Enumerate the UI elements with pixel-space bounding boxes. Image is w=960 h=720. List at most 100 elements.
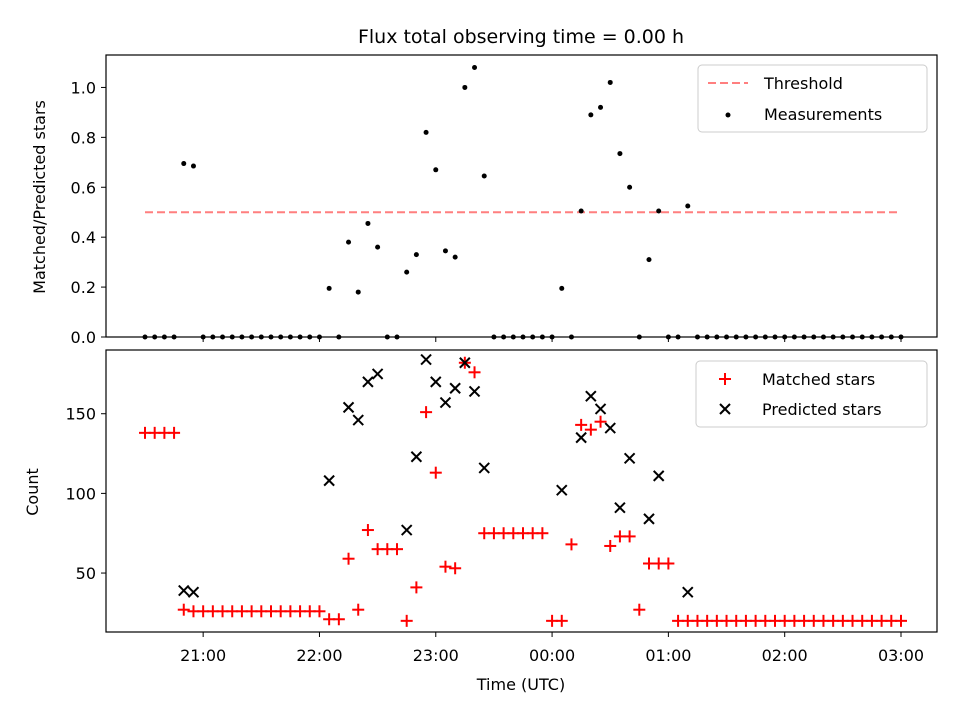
legend-predicted-swatch bbox=[719, 403, 731, 415]
x-tick-label: 23:00 bbox=[413, 646, 459, 665]
matched-star-point bbox=[449, 562, 462, 575]
top-y-tick-label: 0.4 bbox=[71, 228, 96, 247]
measurement-point bbox=[656, 208, 662, 214]
matched-star-point bbox=[633, 603, 646, 616]
predicted-star-point bbox=[594, 403, 607, 415]
measurement-point bbox=[433, 167, 439, 173]
x-axis-label: Time (UTC) bbox=[476, 675, 565, 694]
matched-star-point bbox=[177, 603, 190, 616]
measurement-point bbox=[190, 163, 196, 169]
matched-star-point bbox=[168, 426, 181, 439]
matched-star-point bbox=[439, 560, 452, 573]
predicted-star-point bbox=[682, 586, 694, 598]
legend-measurements-label: Measurements bbox=[764, 105, 882, 124]
measurement-point bbox=[423, 129, 429, 135]
measurement-point bbox=[627, 184, 633, 190]
predicted-star-point bbox=[478, 462, 490, 474]
matched-star-point bbox=[594, 415, 607, 428]
top-y-tick-label: 0.8 bbox=[71, 128, 96, 147]
measurement-point bbox=[442, 248, 448, 254]
measurement-point bbox=[559, 285, 565, 291]
matched-star-point bbox=[361, 524, 374, 537]
top-legend: Threshold Measurements bbox=[697, 64, 928, 133]
matched-star-point bbox=[420, 406, 433, 419]
predicted-star-point bbox=[614, 502, 626, 514]
measurement-point bbox=[588, 112, 594, 118]
x-tick-label: 22:00 bbox=[296, 646, 342, 665]
predicted-star-point bbox=[604, 422, 616, 434]
matched-star-point bbox=[895, 614, 907, 627]
predicted-star-point bbox=[652, 470, 665, 482]
matched-star-point bbox=[313, 605, 326, 618]
matched-star-point bbox=[584, 423, 597, 436]
top-y-tick-label: 0.6 bbox=[71, 178, 96, 197]
matched-star-point bbox=[662, 557, 675, 570]
predicted-star-point bbox=[187, 586, 200, 598]
matched-star-point bbox=[429, 466, 442, 479]
predicted-star-point bbox=[430, 376, 442, 388]
matched-star-point bbox=[623, 530, 636, 543]
matched-star-point bbox=[391, 543, 404, 556]
measurement-point bbox=[452, 254, 458, 260]
predicted-star-point bbox=[178, 584, 190, 597]
legend-predicted-label: Predicted stars bbox=[762, 400, 882, 419]
predicted-star-point bbox=[468, 385, 481, 398]
bottom-y-tick-label: 150 bbox=[65, 405, 96, 424]
matched-star-point bbox=[400, 614, 413, 627]
measurement-point bbox=[598, 104, 604, 110]
measurement-point bbox=[472, 64, 478, 70]
predicted-star-point bbox=[362, 376, 374, 388]
measurement-point bbox=[375, 244, 381, 250]
legend-measurements-swatch bbox=[725, 112, 731, 118]
legend-threshold-label: Threshold bbox=[763, 74, 843, 93]
bottom-y-axis-label: Count bbox=[23, 468, 42, 516]
x-tick-label: 00:00 bbox=[529, 646, 575, 665]
measurement-point bbox=[481, 173, 487, 179]
bottom-y-tick-label: 50 bbox=[76, 564, 96, 583]
matched-star-point bbox=[555, 614, 568, 627]
legend-matched-swatch bbox=[719, 373, 731, 385]
matched-star-point bbox=[536, 527, 549, 540]
predicted-star-point bbox=[420, 353, 432, 366]
predicted-star-point bbox=[459, 357, 471, 369]
measurement-point bbox=[355, 289, 361, 295]
measurement-point bbox=[326, 285, 332, 291]
predicted-star-point bbox=[342, 401, 355, 414]
x-tick-label: 02:00 bbox=[762, 646, 808, 665]
matched-star-point bbox=[565, 538, 578, 551]
measurement-point bbox=[413, 252, 419, 258]
predicted-star-point bbox=[371, 368, 384, 380]
predicted-star-point bbox=[643, 513, 655, 525]
flux-ratio-panel: Flux total observing time = 0.00 h Match… bbox=[30, 26, 938, 347]
predicted-star-point bbox=[400, 524, 413, 536]
measurement-point bbox=[404, 269, 410, 275]
top-plot-frame bbox=[105, 54, 938, 338]
top-y-tick-label: 0.2 bbox=[71, 278, 96, 297]
measurement-point bbox=[365, 220, 371, 226]
x-tick-label: 21:00 bbox=[180, 646, 226, 665]
x-tick-label: 03:00 bbox=[878, 646, 924, 665]
matched-star-point bbox=[468, 366, 481, 379]
bottom-y-tick-label: 100 bbox=[65, 484, 96, 503]
measurement-point bbox=[685, 203, 691, 209]
predicted-star-point bbox=[410, 451, 423, 463]
matched-star-point bbox=[575, 418, 588, 431]
predicted-star-point bbox=[623, 452, 636, 465]
measurement-point bbox=[578, 208, 584, 214]
matched-star-point bbox=[332, 613, 345, 626]
top-y-tick-label: 1.0 bbox=[71, 78, 96, 97]
matched-star-point bbox=[604, 539, 617, 552]
measurement-point bbox=[607, 79, 613, 85]
x-tick-label: 01:00 bbox=[645, 646, 691, 665]
top-y-axis-label: Matched/Predicted stars bbox=[30, 100, 49, 294]
star-count-panel: Count Time (UTC) 50 100 150 21:00 22:00 23:0… bbox=[23, 349, 938, 694]
matched-star-point bbox=[342, 552, 355, 565]
measurement-point bbox=[462, 84, 468, 90]
chart-title: Flux total observing time = 0.00 h bbox=[358, 26, 684, 48]
matched-star-point bbox=[410, 581, 423, 594]
predicted-star-point bbox=[439, 396, 452, 409]
measurement-point bbox=[617, 151, 623, 157]
measurement-point bbox=[346, 239, 352, 245]
legend-matched-label: Matched stars bbox=[762, 370, 875, 389]
